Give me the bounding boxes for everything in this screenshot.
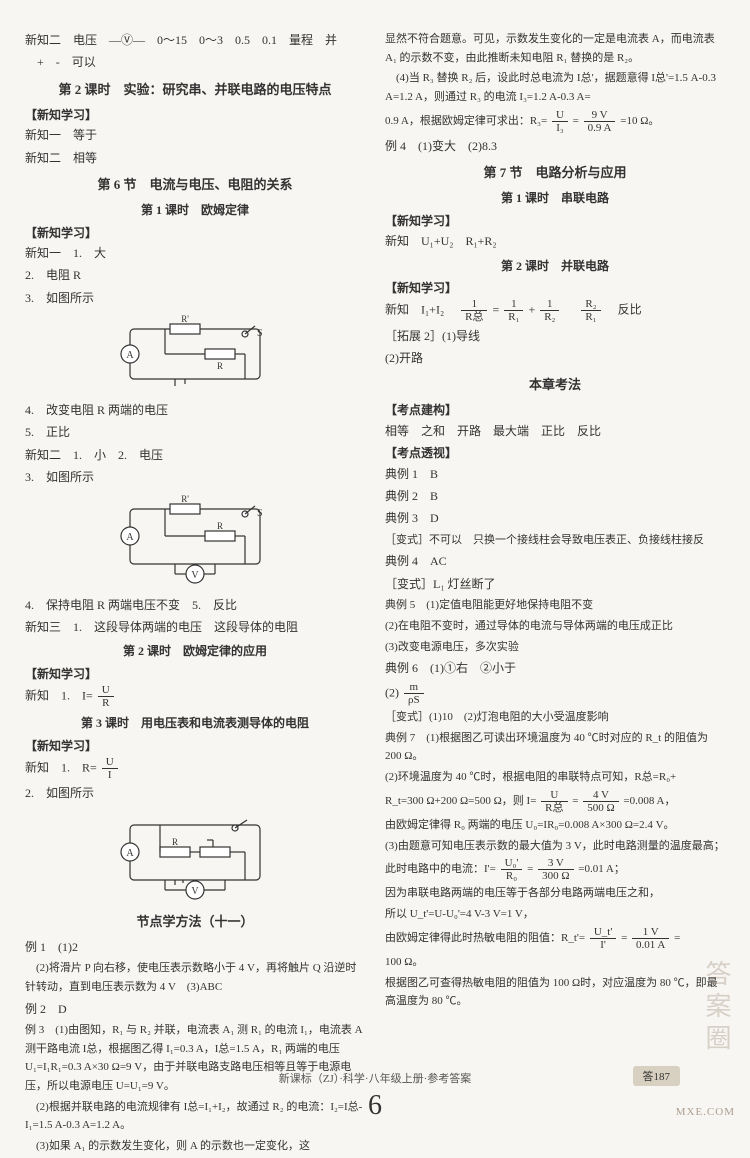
text: 新知二 相等 xyxy=(25,148,365,168)
text: 根据图乙可查得热敏电阻的阻值为 100 Ω时，对应温度为 80 ℃，即最高温度为… xyxy=(385,974,725,1011)
text: 典例 7 (1)根据图乙可读出环境温度为 40 ℃时对应的 R_t 的阻值为 2… xyxy=(385,729,725,766)
watermark-en: MXE.COM xyxy=(676,1106,735,1118)
text: 新知 1. I= xyxy=(25,689,93,703)
text: + - 可以 xyxy=(25,52,365,72)
svg-text:R: R xyxy=(217,521,223,531)
text: (2)环境温度为 40 ℃时，根据电阻的串联特点可知，R总=R₀+ xyxy=(385,768,725,787)
text: ［拓展 2］(1)导线 xyxy=(385,326,725,346)
circuit-diagram-3: A R V xyxy=(25,810,365,905)
chapter-title: 本章考法 xyxy=(385,374,725,396)
text: 新知 1. R= xyxy=(25,761,97,775)
text: 新知二 电压 —Ⓥ— 0～15 0～3 0.5 0.1 量程 并 xyxy=(25,30,365,50)
formula: R_t=300 Ω+200 Ω=500 Ω，则 I= UR总 = 4 V500 … xyxy=(385,789,725,814)
text: 新知 U₁+U₂ R₁+R₂ xyxy=(385,231,725,251)
label: 【新知学习】 xyxy=(25,223,365,243)
fraction: U R xyxy=(98,684,114,709)
section-title: 节点学方法（十一） xyxy=(25,911,365,933)
svg-text:A: A xyxy=(126,350,134,361)
text: (3)改变电源电压，多次实验 xyxy=(385,638,725,657)
text: 典例 6 (1)①右 ②小于 xyxy=(385,658,725,678)
circuit-diagram-2: A R' R S V xyxy=(25,494,365,589)
formula: 新知 I₁+I₂ 1R总 = 1R₁ + 1R₂ R₂R₁ 反比 xyxy=(385,298,725,323)
svg-text:S: S xyxy=(257,328,263,339)
svg-text:V: V xyxy=(191,570,199,581)
text: 显然不符合题意。可见，示数发生变化的一定是电流表 A，而电流表 A₁ 的示数不变… xyxy=(385,30,725,67)
label: 【新知学习】 xyxy=(25,736,365,756)
label: 【新知学习】 xyxy=(385,278,725,298)
section-title: 第 7 节 电路分析与应用 xyxy=(385,162,725,184)
svg-text:A: A xyxy=(126,532,134,543)
label: 【新知学习】 xyxy=(25,105,365,125)
label: 【考点建构】 xyxy=(385,400,725,420)
text: (2)将滑片 P 向右移，使电压表示数略小于 4 V，再将触片 Q 沿逆时针转动… xyxy=(25,959,365,996)
text: (2)开路 xyxy=(385,348,725,368)
text: 典例 3 D xyxy=(385,508,725,528)
svg-text:R': R' xyxy=(181,314,189,324)
text: 3. 如图所示 xyxy=(25,467,365,487)
text: 2. 电阻 R xyxy=(25,265,365,285)
text: 新知二 1. 小 2. 电压 xyxy=(25,445,365,465)
svg-text:R': R' xyxy=(181,494,189,504)
formula: (2) mρS xyxy=(385,681,725,706)
section-title: 第 2 课时 实验：研究串、并联电路的电压特点 xyxy=(25,79,365,101)
text: 典例 5 (1)定值电阻能更好地保持电阻不变 xyxy=(385,596,725,615)
text: 典例 4 AC xyxy=(385,551,725,571)
sub-title: 第 2 课时 并联电路 xyxy=(385,256,725,276)
formula: 此时电路中的电流：I'= U₀'R₀ = 3 V300 Ω =0.01 A； xyxy=(385,857,725,882)
svg-text:R: R xyxy=(217,361,223,371)
svg-text:V: V xyxy=(191,886,199,897)
text: ［变式］L₁ 灯丝断了 xyxy=(385,574,725,594)
text: 4. 改变电阻 R 两端的电压 xyxy=(25,400,365,420)
text: (2)在电阻不变时，通过导体的电流与导体两端的电压成正比 xyxy=(385,617,725,636)
text: 4. 保持电阻 R 两端电压不变 5. 反比 xyxy=(25,595,365,615)
section-title: 第 6 节 电流与电压、电阻的关系 xyxy=(25,174,365,196)
formula: 由欧姆定律得此时热敏电阻的阻值：R_t'= U_t'I' = 1 V0.01 A… xyxy=(385,926,725,951)
text: 典例 1 B xyxy=(385,464,725,484)
text: 新知一 1. 大 xyxy=(25,243,365,263)
left-column: 新知二 电压 —Ⓥ— 0～15 0～3 0.5 0.1 量程 并 + - 可以 … xyxy=(25,30,365,1158)
text: 例 4 (1)变大 (2)8.3 xyxy=(385,136,725,156)
label: 【新知学习】 xyxy=(385,211,725,231)
formula: 新知 1. R= U I xyxy=(25,756,365,781)
text: (3)由题意可知电压表示数的最大值为 3 V，此时电路测量的温度最高； xyxy=(385,837,725,856)
text: ［变式］(1)10 (2)灯泡电阻的大小受温度影响 xyxy=(385,708,725,727)
text: 因为串联电路两端的电压等于各部分电路两端电压之和， xyxy=(385,884,725,903)
svg-text:A: A xyxy=(126,848,134,859)
svg-text:R: R xyxy=(172,837,178,847)
fraction: U I xyxy=(102,756,118,781)
text: 例 1 (1)2 xyxy=(25,937,365,957)
text: 相等 之和 开路 最大端 正比 反比 xyxy=(385,421,725,441)
text: (3)如果 A₁ 的示数发生变化，则 A 的示数也一定变化，这 xyxy=(25,1137,365,1156)
text: 新知一 等于 xyxy=(25,125,365,145)
sub-title: 第 2 课时 欧姆定律的应用 xyxy=(25,641,365,661)
text: (2)根据并联电路的电流规律有 I总=I₁+I₂，故通过 R₂ 的电流：I₂=I… xyxy=(25,1098,365,1135)
label: 【考点透视】 xyxy=(385,443,725,463)
text: 例 2 D xyxy=(25,999,365,1019)
text: 由欧姆定律得 R₀ 两端的电压 U₀=IR₀=0.008 A×300 Ω=2.4… xyxy=(385,816,725,835)
text: (4)当 R₃ 替换 R₂ 后，设此时总电流为 I总'，据题意得 I总'=1.5… xyxy=(385,69,725,106)
text: 2. 如图所示 xyxy=(25,783,365,803)
label: 【新知学习】 xyxy=(25,664,365,684)
circuit-diagram-1: A R' S R xyxy=(25,314,365,394)
sub-title: 第 3 课时 用电压表和电流表测导体的电阻 xyxy=(25,713,365,733)
text: ［变式］不可以 只换一个接线柱会导致电压表正、负接线柱接反 xyxy=(385,531,725,550)
formula: 新知 1. I= U R xyxy=(25,684,365,709)
text: 5. 正比 xyxy=(25,422,365,442)
watermark-cn: 答案圈 xyxy=(698,960,735,1056)
text: 3. 如图所示 xyxy=(25,288,365,308)
text: 新知三 1. 这段导体两端的电压 这段导体的电阻 xyxy=(25,617,365,637)
right-column: 显然不符合题意。可见，示数发生变化的一定是电流表 A，而电流表 A₁ 的示数不变… xyxy=(385,30,725,1158)
text: 所以 U_t'=U-U₀'=4 V-3 V=1 V， xyxy=(385,905,725,924)
text: 典例 2 B xyxy=(385,486,725,506)
text: 100 Ω。 xyxy=(385,953,725,972)
page-number: 答187 xyxy=(633,1066,681,1086)
sub-title: 第 1 课时 串联电路 xyxy=(385,188,725,208)
sub-title: 第 1 课时 欧姆定律 xyxy=(25,200,365,220)
svg-text:S: S xyxy=(257,508,263,519)
formula: 0.9 A，根据欧姆定律可求出：R₃= UI₃ = 9 V0.9 A =10 Ω… xyxy=(385,109,725,134)
handwritten-number: 6 xyxy=(368,1090,382,1122)
